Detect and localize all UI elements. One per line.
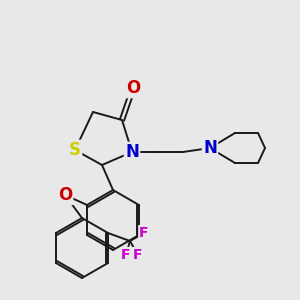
Text: O: O <box>126 79 140 97</box>
Text: F: F <box>139 226 149 240</box>
Text: F: F <box>133 248 143 262</box>
Text: N: N <box>125 143 139 161</box>
Text: S: S <box>69 141 81 159</box>
Text: N: N <box>203 139 217 157</box>
Text: F: F <box>121 248 131 262</box>
Text: O: O <box>58 186 72 204</box>
